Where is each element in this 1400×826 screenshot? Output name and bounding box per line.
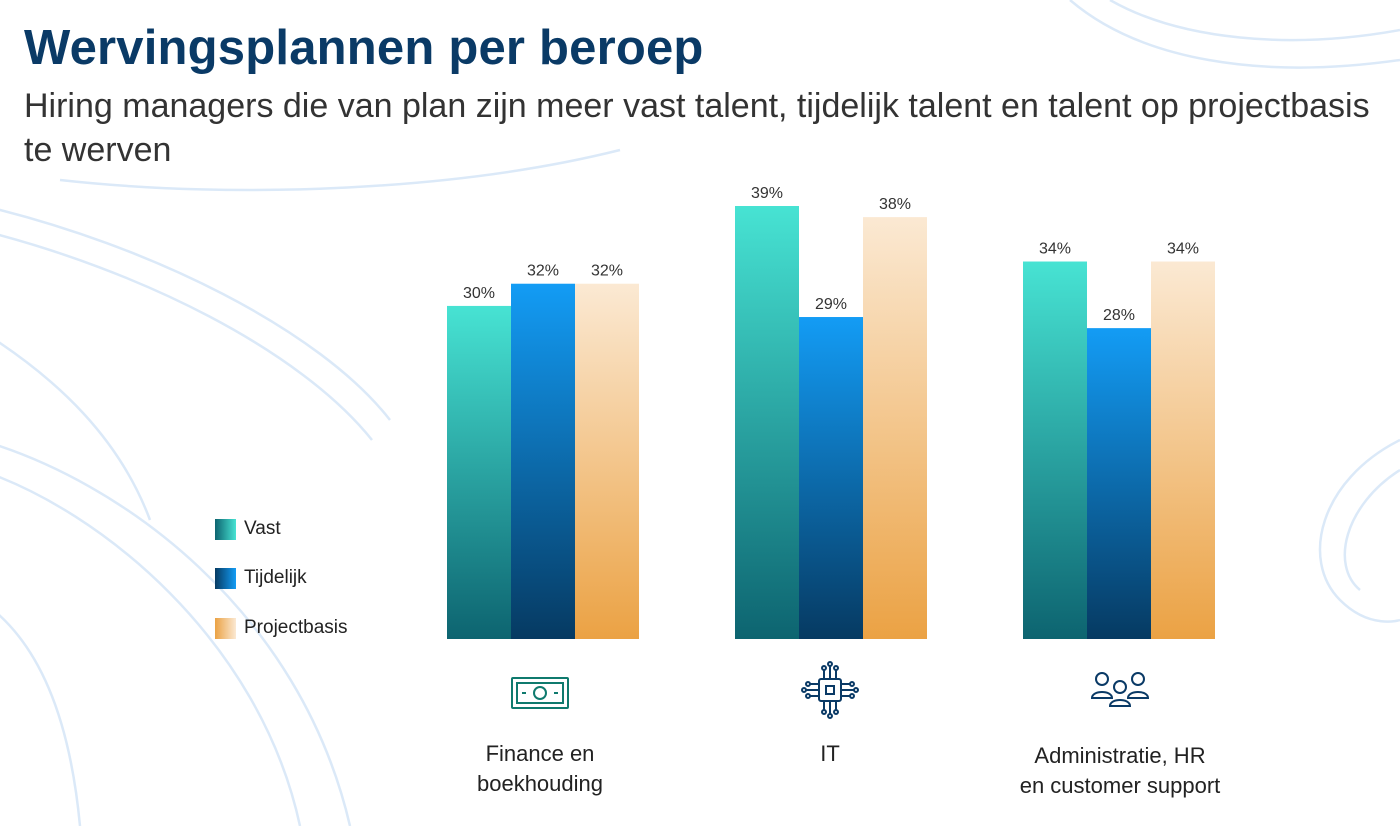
data-label-vast-administratie-hr-en-customer-support: 34% xyxy=(1039,241,1071,258)
data-label-tijdelijk-administratie-hr-en-customer-support: 28% xyxy=(1103,307,1135,324)
page-subtitle: Hiring managers die van plan zijn meer v… xyxy=(24,87,1370,169)
bar-tijdelijk-it xyxy=(799,317,863,639)
legend-label: Projectbasis xyxy=(244,617,348,638)
bar-vast-finance-en-boekhouding xyxy=(447,305,511,639)
bar-projectbasis-finance-en-boekhouding xyxy=(575,283,639,639)
bar-projectbasis-it xyxy=(863,217,927,639)
data-label-tijdelijk-finance-en-boekhouding: 32% xyxy=(527,263,559,280)
legend-item-vast: Vast xyxy=(215,517,281,541)
category-label-administratie-hr-en-customer-support: Administratie, HR en customer support xyxy=(1019,743,1221,798)
circuit-chip-icon xyxy=(800,660,860,725)
legend-item-projectbasis: Projectbasis xyxy=(215,616,348,640)
data-label-projectbasis-it: 38% xyxy=(879,196,911,213)
bar-vast-it xyxy=(735,206,799,639)
legend-swatch xyxy=(215,617,236,639)
category-label-it: IT xyxy=(820,741,840,766)
data-label-vast-it: 39% xyxy=(751,185,783,202)
bar-projectbasis-administratie-hr-en-customer-support xyxy=(1151,261,1215,639)
legend-item-tijdelijk: Tijdelijk xyxy=(215,566,307,590)
banknote-icon xyxy=(510,676,570,715)
page-title: Wervingsplannen per beroep xyxy=(24,21,704,75)
legend-label: Vast xyxy=(244,518,281,539)
data-label-tijdelijk-it: 29% xyxy=(815,296,847,313)
category-label-finance-en-boekhouding: Finance en boekhouding xyxy=(476,741,603,796)
people-group-icon xyxy=(1089,670,1151,715)
legend-label: Tijdelijk xyxy=(244,567,307,588)
legend-swatch xyxy=(215,518,236,540)
bar-tijdelijk-finance-en-boekhouding xyxy=(511,283,575,639)
data-label-vast-finance-en-boekhouding: 30% xyxy=(463,285,495,302)
legend-swatch xyxy=(215,567,236,589)
bar-vast-administratie-hr-en-customer-support xyxy=(1023,261,1087,639)
data-label-projectbasis-finance-en-boekhouding: 32% xyxy=(591,263,623,280)
data-label-projectbasis-administratie-hr-en-customer-support: 34% xyxy=(1167,241,1199,258)
bar-tijdelijk-administratie-hr-en-customer-support xyxy=(1087,328,1151,639)
